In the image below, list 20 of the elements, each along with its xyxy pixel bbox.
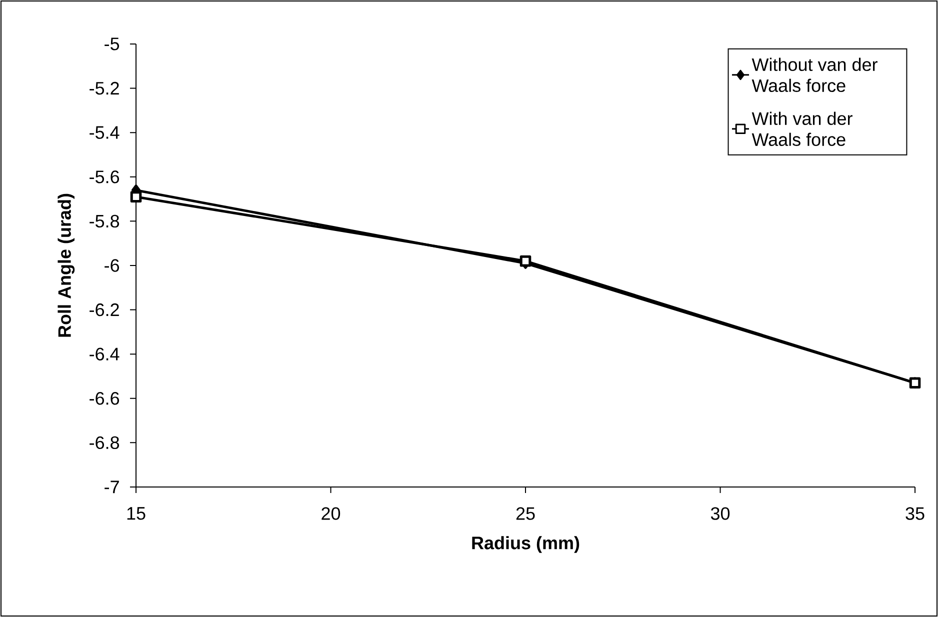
x-tick-label: 30 bbox=[710, 507, 730, 520]
y-tick-label: -6.4 bbox=[90, 348, 120, 360]
legend-label: With van der Waals force bbox=[752, 112, 852, 146]
x-tick-label: 25 bbox=[516, 507, 535, 520]
x-axis-title: Radius (mm) bbox=[472, 536, 580, 553]
y-tick-label: -5.8 bbox=[90, 214, 120, 228]
x-tick-label: 35 bbox=[906, 507, 924, 520]
y-tick-label: -6 bbox=[104, 259, 120, 272]
y-tick-label: -6.8 bbox=[90, 436, 120, 450]
x-tick-label: 20 bbox=[322, 507, 340, 520]
y-tick-label: -6.6 bbox=[90, 392, 120, 405]
y-tick-label: -6.2 bbox=[90, 303, 119, 316]
y-axis-title: Roll Angle (urad) bbox=[58, 194, 75, 337]
x-tick-label: 15 bbox=[127, 507, 146, 520]
legend-label: Without van der Waals force bbox=[752, 58, 878, 92]
y-tick-label: -5.2 bbox=[90, 82, 119, 95]
y-tick-label: -5.4 bbox=[90, 126, 120, 139]
y-tick-label: -5.6 bbox=[90, 170, 120, 184]
y-tick-label: -7 bbox=[104, 480, 119, 494]
y-tick-label: -5 bbox=[104, 38, 120, 50]
